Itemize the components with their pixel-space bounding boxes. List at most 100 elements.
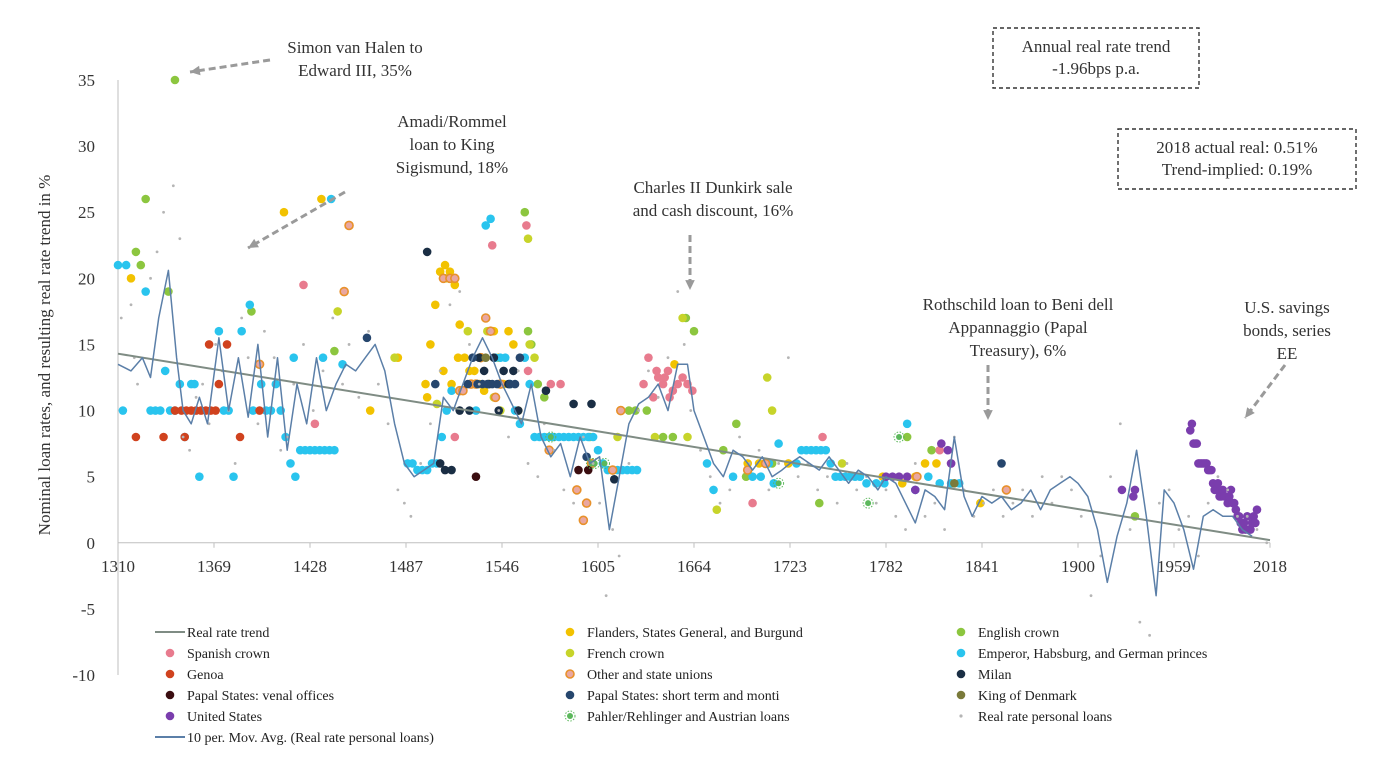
- legend-swatch: [565, 627, 575, 637]
- data-point: [450, 273, 460, 284]
- data-point-halo: [599, 457, 611, 469]
- legend-swatch: [956, 648, 966, 658]
- annotation-arrow: [247, 190, 346, 250]
- data-point: [796, 475, 800, 479]
- data-point: [1255, 528, 1259, 531]
- data-point: [1249, 512, 1259, 521]
- legend-item: Real rate trend: [155, 626, 269, 641]
- data-point: [162, 210, 165, 214]
- legend-label: United States: [187, 710, 262, 725]
- data-point: [1213, 478, 1223, 488]
- legend-item: Genoa: [165, 668, 224, 683]
- data-point: [113, 260, 123, 270]
- arrow-head-icon: [685, 280, 695, 290]
- data-point: [487, 329, 491, 333]
- x-tick-label: 1369: [197, 557, 231, 576]
- legend-label: English crown: [978, 626, 1059, 641]
- data-point: [447, 386, 456, 396]
- data-point: [601, 460, 608, 467]
- legend-item: King of Denmark: [956, 689, 1077, 704]
- x-tick-label: 1782: [869, 557, 903, 576]
- data-point: [894, 514, 898, 518]
- data-point: [732, 419, 741, 429]
- data-point: [448, 303, 452, 307]
- note-box: 2018 actual real: 0.51% Trend-implied: 0.…: [1117, 128, 1357, 190]
- data-point: [156, 406, 165, 415]
- data-point: [937, 439, 946, 448]
- data-point: [702, 459, 712, 468]
- data-point: [1234, 512, 1244, 521]
- data-point: [1206, 501, 1210, 505]
- data-point: [943, 445, 953, 455]
- data-point: [541, 386, 551, 396]
- data-point: [438, 369, 442, 373]
- note-box-text: 2018 actual real: 0.51%: [1156, 138, 1317, 157]
- annotation-text: Simon van Halen to: [287, 38, 423, 57]
- data-point: [884, 488, 888, 492]
- data-point: [902, 472, 912, 481]
- legend-item: 10 per. Mov. Avg. (Real rate personal lo…: [155, 731, 434, 746]
- data-point: [211, 406, 220, 415]
- data-point: [1021, 488, 1025, 492]
- data-point: [455, 320, 464, 329]
- data-point: [509, 366, 518, 376]
- data-point: [445, 267, 455, 277]
- data-point: [632, 465, 642, 475]
- data-point: [712, 505, 722, 515]
- data-point: [912, 471, 922, 482]
- data-point: [1216, 475, 1220, 479]
- arrow-head-icon: [248, 238, 259, 248]
- x-tick-label: 1428: [293, 557, 327, 576]
- data-point: [1157, 501, 1161, 505]
- data-point: [668, 432, 678, 442]
- annotation-arrow: [1243, 364, 1287, 419]
- data-point: [540, 393, 549, 402]
- annotation-text: Sigismund, 18%: [396, 158, 508, 177]
- data-point: [222, 340, 232, 349]
- legend-swatch: [165, 648, 175, 658]
- data-point: [201, 382, 205, 386]
- y-tick-label: 10: [78, 402, 95, 421]
- data-point: [604, 594, 608, 598]
- legend-label: Other and state unions: [587, 668, 713, 683]
- data-point: [738, 435, 741, 439]
- data-point: [330, 346, 339, 356]
- data-point: [1239, 518, 1249, 528]
- y-axis-title: Nominal loan rates, and resulting real r…: [35, 175, 54, 536]
- data-point: [896, 434, 903, 440]
- data-point: [481, 221, 491, 230]
- data-point: [607, 465, 618, 475]
- note-box-border: [1117, 128, 1357, 190]
- data-point: [435, 459, 445, 468]
- data-point: [1251, 518, 1260, 528]
- data-point: [1218, 485, 1228, 495]
- data-point: [682, 343, 686, 346]
- annotation-text: Charles II Dunkirk sale: [633, 178, 792, 197]
- data-point: [390, 353, 399, 362]
- moving-average-line: [117, 269, 1253, 597]
- series-milan: [422, 247, 619, 484]
- x-tick-label: 1310: [101, 557, 135, 576]
- x-tick-label: 1841: [965, 557, 999, 576]
- data-point: [1148, 633, 1151, 637]
- annotations: Simon van Halen to Edward III, 35% Amadi/R…: [189, 27, 1357, 420]
- data-point: [593, 445, 603, 455]
- data-point: [500, 353, 510, 362]
- data-point-halo: [893, 431, 905, 443]
- data-point: [194, 395, 198, 399]
- data-point: [289, 353, 299, 362]
- data-point: [365, 406, 375, 415]
- note-box: Annual real rate trend -1.96bps p.a.: [992, 27, 1200, 89]
- series-papal-states-venal-offices: [471, 465, 593, 481]
- data-point: [1129, 492, 1138, 501]
- data-point: [439, 366, 448, 376]
- data-point: [660, 373, 670, 382]
- data-point: [637, 409, 641, 412]
- data-point: [516, 369, 520, 373]
- data-point: [624, 406, 634, 415]
- legend-swatch: [165, 669, 175, 679]
- data-point: [920, 459, 930, 468]
- data-point: [263, 329, 266, 333]
- data-point: [450, 280, 460, 290]
- data-point: [598, 501, 602, 505]
